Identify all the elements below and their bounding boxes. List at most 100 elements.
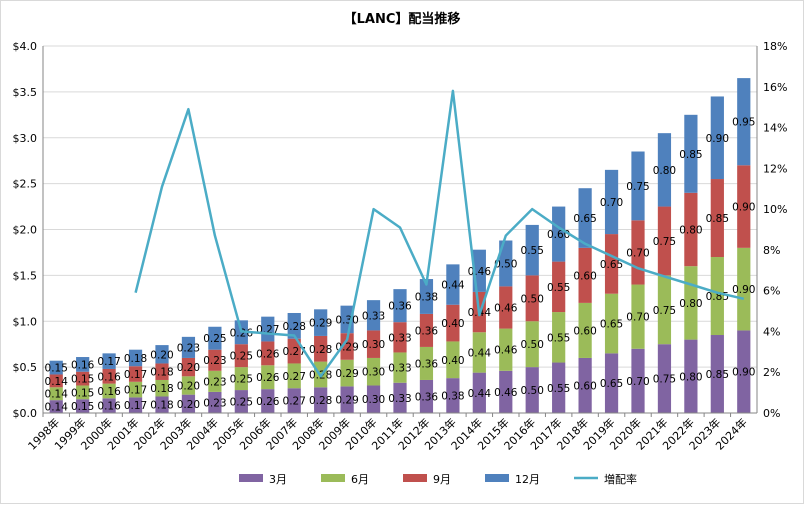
bar-segment <box>181 376 196 395</box>
bar-data-label: 0.26 <box>256 348 280 360</box>
bar-segment <box>525 321 539 368</box>
bar-data-label: 0.65 <box>600 319 623 331</box>
bar-segment <box>234 367 248 391</box>
legend-swatch <box>239 474 263 482</box>
bar-data-label: 0.40 <box>441 355 464 367</box>
bar-data-label: 0.85 <box>706 369 729 381</box>
y-tick-label: $3.0 <box>13 132 38 145</box>
bar-data-label: 0.14 <box>45 376 69 388</box>
bar-segment <box>393 352 407 383</box>
bar-segment <box>446 341 460 379</box>
y2-tick-label: 4% <box>763 325 780 338</box>
bar-data-label: 0.90 <box>732 284 755 296</box>
bar-segment <box>604 169 619 235</box>
bar-segment <box>604 353 619 413</box>
bar-segment <box>314 387 328 413</box>
bar-data-label: 0.16 <box>97 371 121 383</box>
bar-segment <box>76 385 90 400</box>
bar-data-label: 0.80 <box>679 371 702 383</box>
legend-label: 3月 <box>269 473 287 486</box>
bar-segment <box>340 359 354 387</box>
bar-data-label: 0.23 <box>203 376 226 388</box>
y-tick-label: $1.5 <box>13 269 38 282</box>
bar-segment <box>631 151 645 221</box>
bar-data-label: 0.60 <box>547 229 570 241</box>
bar-segment <box>261 341 275 366</box>
bar-data-label: 0.16 <box>97 401 121 413</box>
bar-segment <box>340 386 354 413</box>
bar-segment <box>261 365 275 390</box>
bar-segment <box>657 206 672 276</box>
bar-data-label: 0.15 <box>71 374 94 386</box>
bar-segment <box>102 383 116 399</box>
bar-segment <box>181 357 196 377</box>
bar-segment <box>737 78 751 166</box>
bar-data-label: 0.70 <box>626 312 649 324</box>
bar-segment <box>710 257 724 336</box>
bar-segment <box>552 362 566 413</box>
bar-data-label: 0.29 <box>335 341 358 353</box>
y-tick-label: $3.5 <box>13 86 38 99</box>
bar-segment <box>604 293 619 354</box>
bar-data-label: 0.80 <box>653 165 676 177</box>
bar-data-label: 0.60 <box>573 325 596 337</box>
bar-data-label: 0.17 <box>124 385 147 397</box>
bar-data-label: 0.46 <box>468 266 492 278</box>
bar-data-label: 0.55 <box>547 282 570 294</box>
bar-data-label: 0.50 <box>521 293 544 305</box>
bar-data-label: 0.29 <box>335 368 358 380</box>
bar-data-label: 0.25 <box>230 397 253 409</box>
bar-data-label: 0.27 <box>283 396 306 408</box>
bar-data-label: 0.14 <box>45 389 69 401</box>
bar-segment <box>657 344 672 413</box>
bar-segment <box>208 349 222 371</box>
bar-segment <box>49 387 63 401</box>
bar-segment <box>366 330 381 358</box>
bar-data-label: 0.36 <box>415 391 439 403</box>
legend-label: 6月 <box>351 473 369 486</box>
bar-segment <box>340 333 354 360</box>
bar-data-label: 0.80 <box>679 225 702 237</box>
bar-labels: 0.140.140.140.150.150.150.150.160.160.16… <box>45 117 756 414</box>
legend-swatch <box>321 474 345 482</box>
bar-segment <box>261 316 275 342</box>
bar-segment <box>234 390 248 413</box>
bar-data-label: 0.40 <box>441 318 464 330</box>
bar-segment <box>155 345 169 364</box>
bar-segment <box>737 165 751 248</box>
bar-data-label: 0.46 <box>494 387 518 399</box>
bar-data-label: 0.26 <box>256 372 280 384</box>
bar-segment <box>446 378 460 413</box>
bar-data-label: 0.23 <box>203 355 226 367</box>
bar-segment <box>393 382 407 413</box>
bar-segment <box>578 188 592 248</box>
bar-data-label: 0.23 <box>203 397 226 409</box>
y2-tick-label: 6% <box>763 285 780 298</box>
bar-segment <box>525 275 539 322</box>
bar-data-label: 0.65 <box>573 213 596 225</box>
y2-tick-label: 8% <box>763 244 780 257</box>
legend-swatch <box>403 474 427 482</box>
bar-segment <box>287 338 301 364</box>
bar-segment <box>446 304 460 342</box>
y2-tick-label: 12% <box>763 162 787 175</box>
bar-segment <box>419 313 434 347</box>
bar-data-label: 0.36 <box>415 358 439 370</box>
y2-tick-label: 16% <box>763 81 787 94</box>
bar-data-label: 0.75 <box>626 181 649 193</box>
bar-segment <box>472 372 486 413</box>
bar-segment <box>631 348 645 413</box>
bar-data-label: 0.38 <box>415 291 438 303</box>
bar-data-label: 0.20 <box>177 399 200 411</box>
bar-segment <box>499 328 513 371</box>
bar-data-label: 0.28 <box>283 321 306 333</box>
bar-segment <box>446 264 460 305</box>
bar-data-label: 0.17 <box>124 400 147 412</box>
bar-data-label: 0.15 <box>71 387 94 399</box>
bar-segment <box>578 357 592 413</box>
bar-data-label: 0.44 <box>441 280 465 292</box>
bar-data-label: 0.28 <box>309 395 332 407</box>
y2-tick-label: 0% <box>763 407 780 420</box>
